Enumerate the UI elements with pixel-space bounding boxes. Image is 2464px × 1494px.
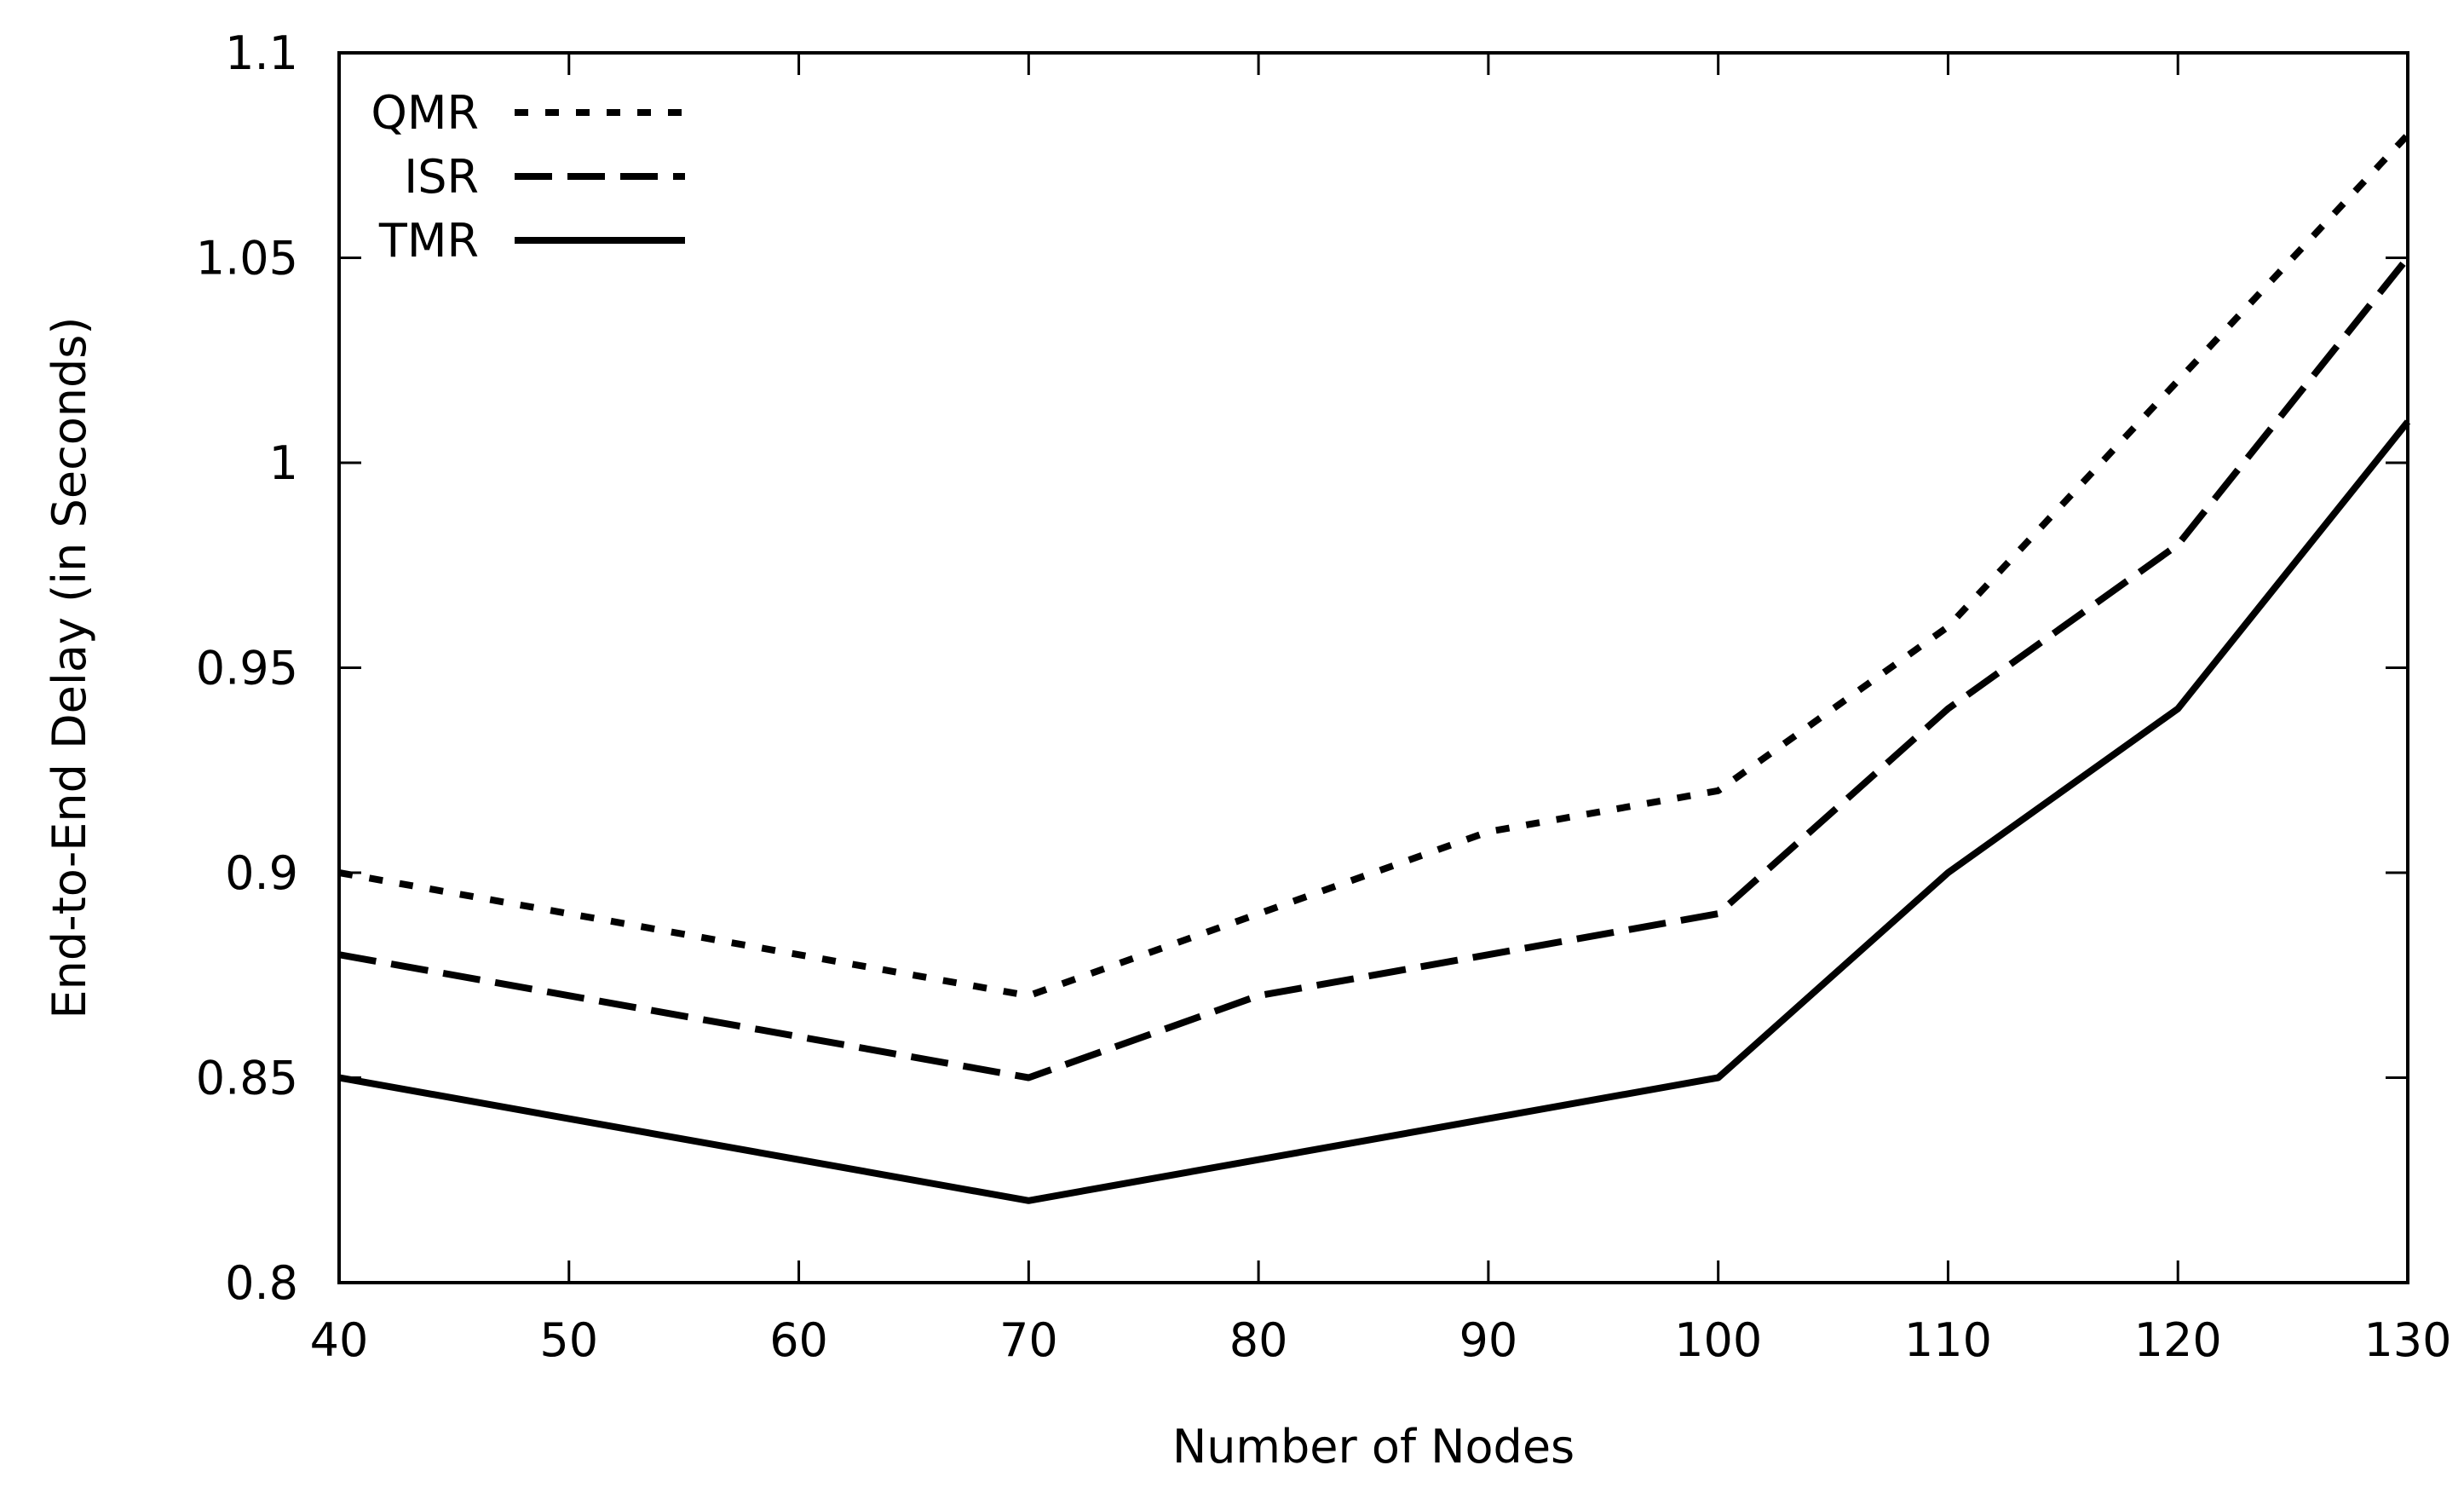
x-tick-label: 110 <box>1904 1313 1992 1367</box>
y-tick-label: 1.1 <box>225 26 298 80</box>
y-tick-label: 1 <box>269 436 298 490</box>
x-tick-label: 70 <box>999 1313 1058 1367</box>
x-tick-label: 100 <box>1674 1313 1762 1367</box>
y-tick-label: 0.85 <box>196 1052 298 1105</box>
x-tick-label: 40 <box>310 1313 369 1367</box>
legend: QMR ISR TMR <box>371 86 685 268</box>
legend-label-tmr: TMR <box>378 214 479 268</box>
qmr-series-line <box>338 132 2410 1000</box>
plot-area-frame <box>337 51 2409 1284</box>
x-tick-label: 90 <box>1459 1313 1518 1367</box>
y-tick-label: 0.8 <box>225 1256 298 1310</box>
y-tick-label: 0.9 <box>225 846 298 900</box>
y-axis-ticks: 0.8 0.85 0.9 0.95 1 1.05 1.1 <box>196 26 2408 1310</box>
isr-series-line <box>338 255 2411 1082</box>
tmr-series-line <box>338 419 2411 1204</box>
x-tick-label: 130 <box>2363 1313 2451 1367</box>
x-tick-label: 50 <box>539 1313 598 1367</box>
y-tick-label: 1.05 <box>196 232 298 286</box>
legend-label-isr: ISR <box>404 150 479 204</box>
legend-label-qmr: QMR <box>371 86 479 140</box>
x-tick-label: 60 <box>769 1313 828 1367</box>
x-tick-label: 120 <box>2134 1313 2222 1367</box>
y-axis-title: End-to-End Delay (in Seconds) <box>43 316 96 1018</box>
series-lines <box>338 132 2411 1204</box>
x-axis-title: Number of Nodes <box>1172 1420 1575 1474</box>
x-axis-ticks: 40 50 60 70 80 90 100 110 120 130 <box>310 53 2452 1367</box>
x-tick-label: 80 <box>1229 1313 1288 1367</box>
y-tick-label: 0.95 <box>196 642 298 695</box>
